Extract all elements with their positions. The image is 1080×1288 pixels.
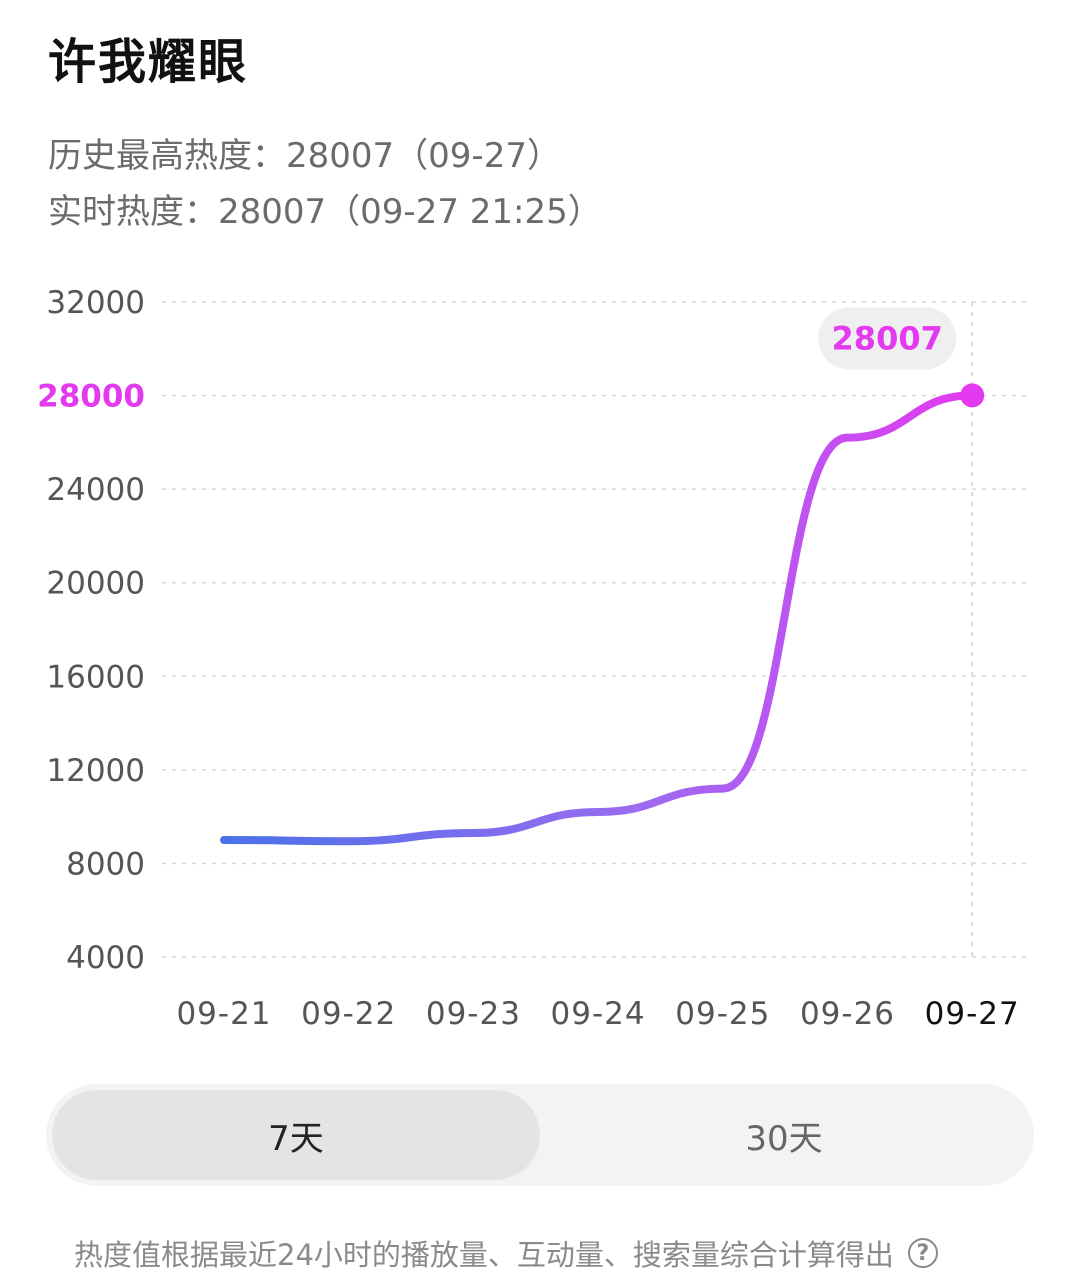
y-tick-label: 16000 xyxy=(46,659,145,695)
x-axis-ticks: 09-21 09-22 09-23 09-24 09-25 09-26 09-27 xyxy=(176,996,1020,1032)
y-tick-label: 32000 xyxy=(46,285,145,321)
heat-line-chart: 32000 28000 24000 20000 16000 12000 8000 4000 0… xyxy=(37,285,1030,1032)
value-tooltip: 28007 xyxy=(818,307,957,370)
y-tick-label: 20000 xyxy=(46,566,145,602)
help-icon[interactable]: ? xyxy=(907,1238,938,1268)
x-tick-label: 09-22 xyxy=(301,996,396,1032)
peak-heat-text: 历史最高热度：28007（09-27） xyxy=(48,136,561,176)
page-title: 许我耀眼 xyxy=(48,34,249,90)
footnote-text: 热度值根据最近24小时的播放量、互动量、搜索量综合计算得出 xyxy=(74,1238,894,1272)
footnote: 热度值根据最近24小时的播放量、互动量、搜索量综合计算得出 ? xyxy=(74,1232,938,1274)
x-tick-label: 09-24 xyxy=(551,996,646,1032)
series-line xyxy=(220,391,977,846)
y-tick-label: 12000 xyxy=(46,753,145,789)
range-toggle: 7天 30天 xyxy=(46,1084,1034,1186)
y-tick-label: 8000 xyxy=(66,846,145,882)
y-axis-ticks: 32000 28000 24000 20000 16000 12000 8000 4000 xyxy=(37,285,145,976)
x-tick-label: 09-25 xyxy=(675,996,770,1032)
x-tick-label: 09-27 xyxy=(925,996,1020,1032)
range-7-days-button[interactable]: 7天 xyxy=(52,1090,540,1180)
latest-data-point[interactable] xyxy=(960,383,985,408)
range-30-days-button[interactable]: 30天 xyxy=(745,1118,823,1159)
x-tick-label: 09-23 xyxy=(426,996,521,1032)
y-tick-label: 4000 xyxy=(66,940,145,976)
tooltip-value: 28007 xyxy=(832,319,943,357)
y-tick-label: 28000 xyxy=(37,379,145,415)
y-tick-label: 24000 xyxy=(46,472,145,508)
x-tick-label: 09-21 xyxy=(176,996,271,1032)
realtime-heat-text: 实时热度：28007（09-27 21:25） xyxy=(48,192,602,232)
x-tick-label: 09-26 xyxy=(800,996,895,1032)
chart-gridlines xyxy=(162,301,1030,958)
